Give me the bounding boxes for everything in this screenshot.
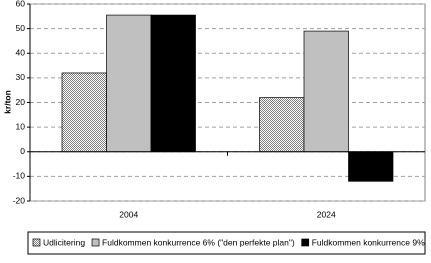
legend-swatch bbox=[91, 238, 100, 247]
bar bbox=[348, 151, 394, 182]
y-tick-label: 50 bbox=[16, 23, 26, 33]
x-tick-label: 2024 bbox=[317, 209, 336, 219]
legend-label: Fuldkommen konkurrence 9% bbox=[312, 237, 425, 247]
bar bbox=[259, 97, 305, 153]
y-tick-label: 20 bbox=[16, 97, 26, 107]
y-tick-label: 10 bbox=[16, 121, 26, 131]
x-tick-label: 2004 bbox=[119, 209, 138, 219]
bar bbox=[61, 72, 107, 153]
bar bbox=[106, 14, 152, 153]
bar bbox=[303, 30, 349, 153]
legend-box bbox=[27, 231, 426, 255]
y-tick-label: 30 bbox=[16, 72, 26, 82]
legend-swatch bbox=[32, 238, 41, 247]
legend-swatch bbox=[301, 238, 310, 247]
y-tick-label: 0 bbox=[20, 146, 25, 156]
y-tick-label: 60 bbox=[16, 0, 26, 8]
legend-label: Udlicitering bbox=[43, 237, 85, 247]
y-axis-label: kr/ton bbox=[2, 90, 12, 114]
y-tick-label: 40 bbox=[16, 48, 26, 58]
y-tick-label: -20 bbox=[13, 195, 26, 205]
legend-label: Fuldkommen konkurrence 6% ("den perfekte… bbox=[102, 237, 295, 247]
y-tick-label: -10 bbox=[13, 171, 26, 181]
bar bbox=[150, 14, 196, 153]
